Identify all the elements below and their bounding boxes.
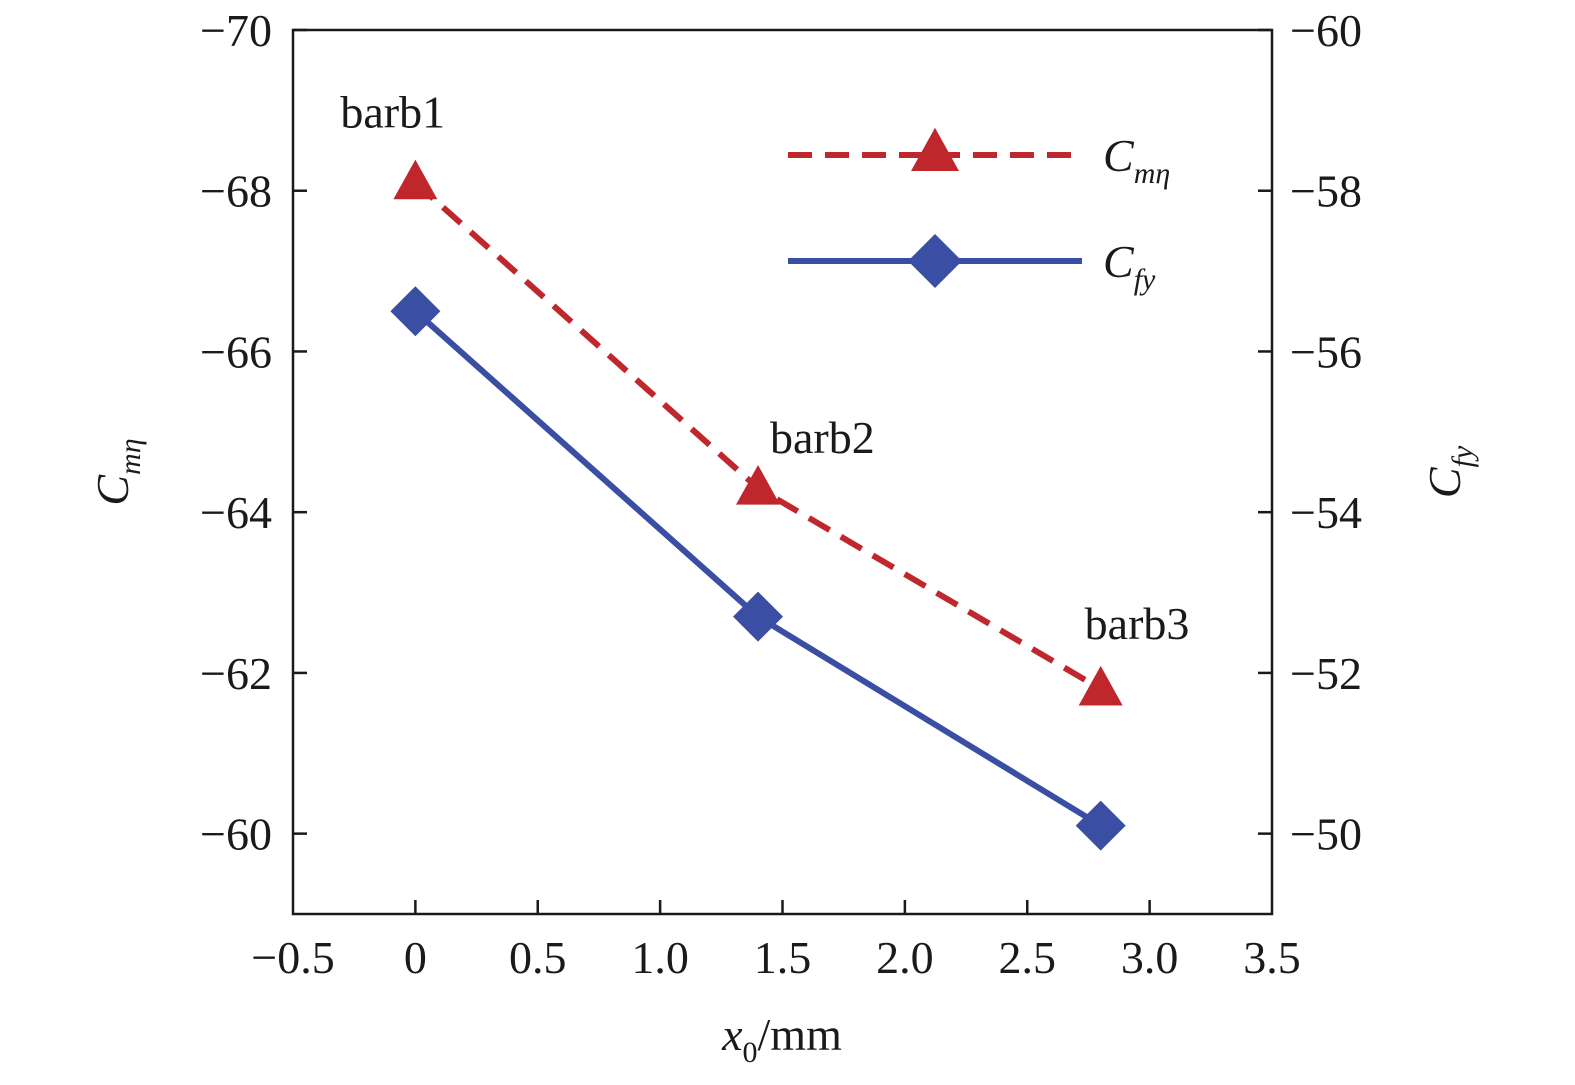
x-tick-label: 0 bbox=[404, 932, 427, 983]
legend-label: Cmη bbox=[1103, 130, 1170, 190]
y-right-axis-ticks: −60 −58 −56 −54 −52 −50 bbox=[1258, 5, 1362, 860]
point-annotation: barb1 bbox=[340, 87, 445, 138]
y-right-tick-label: −52 bbox=[1290, 648, 1362, 699]
series-layer bbox=[390, 159, 1126, 851]
y-left-tick-label: −62 bbox=[200, 648, 272, 699]
x-tick-label: 2.0 bbox=[876, 932, 934, 983]
x-axis-ticks: −0.5 0 0.5 1.0 1.5 2.0 2.5 3.0 3.5 bbox=[251, 900, 1301, 983]
legend-label: Cfy bbox=[1103, 236, 1156, 296]
y-left-tick-label: −70 bbox=[200, 5, 272, 56]
series-point-cfy bbox=[1075, 800, 1126, 851]
legend-marker-diamond bbox=[908, 234, 962, 288]
point-annotation: barb3 bbox=[1085, 598, 1190, 649]
x-tick-label: 2.5 bbox=[999, 932, 1057, 983]
series-point-cfy bbox=[733, 591, 784, 642]
y-left-axis-title: Cmη bbox=[87, 438, 147, 505]
series-point-cfy bbox=[390, 286, 441, 337]
x-tick-label: 1.0 bbox=[631, 932, 689, 983]
y-right-tick-label: −60 bbox=[1290, 5, 1362, 56]
series-line-cfy bbox=[413, 309, 1103, 829]
series-point-cmeta bbox=[393, 159, 438, 200]
y-left-tick-label: −60 bbox=[200, 809, 272, 860]
y-left-tick-label: −68 bbox=[200, 166, 272, 217]
y-right-tick-label: −54 bbox=[1290, 487, 1362, 538]
annotations: barb1 barb2 barb3 bbox=[340, 87, 1189, 649]
x-tick-label: 3.5 bbox=[1243, 932, 1301, 983]
y-left-tick-label: −66 bbox=[200, 326, 272, 377]
x-tick-label: −0.5 bbox=[251, 932, 334, 983]
y-right-tick-label: −50 bbox=[1290, 809, 1362, 860]
y-left-tick-label: −64 bbox=[200, 487, 272, 538]
legend: Cmη Cfy bbox=[788, 127, 1170, 296]
series-point-cmeta bbox=[736, 464, 781, 505]
x-tick-label: 1.5 bbox=[754, 932, 812, 983]
series-point-cmeta bbox=[1078, 665, 1123, 706]
x-tick-label: 3.0 bbox=[1121, 932, 1179, 983]
x-tick-label: 0.5 bbox=[509, 932, 567, 983]
x-axis-title: x0/mm bbox=[721, 1009, 842, 1069]
y-left-axis-ticks: −70 −68 −66 −64 −62 −60 bbox=[200, 5, 307, 860]
y-right-tick-label: −56 bbox=[1290, 326, 1362, 377]
y-right-axis-title: Cfy bbox=[1419, 445, 1479, 498]
y-right-tick-label: −58 bbox=[1290, 166, 1362, 217]
legend-marker-triangle bbox=[911, 127, 959, 171]
point-annotation: barb2 bbox=[770, 412, 875, 463]
